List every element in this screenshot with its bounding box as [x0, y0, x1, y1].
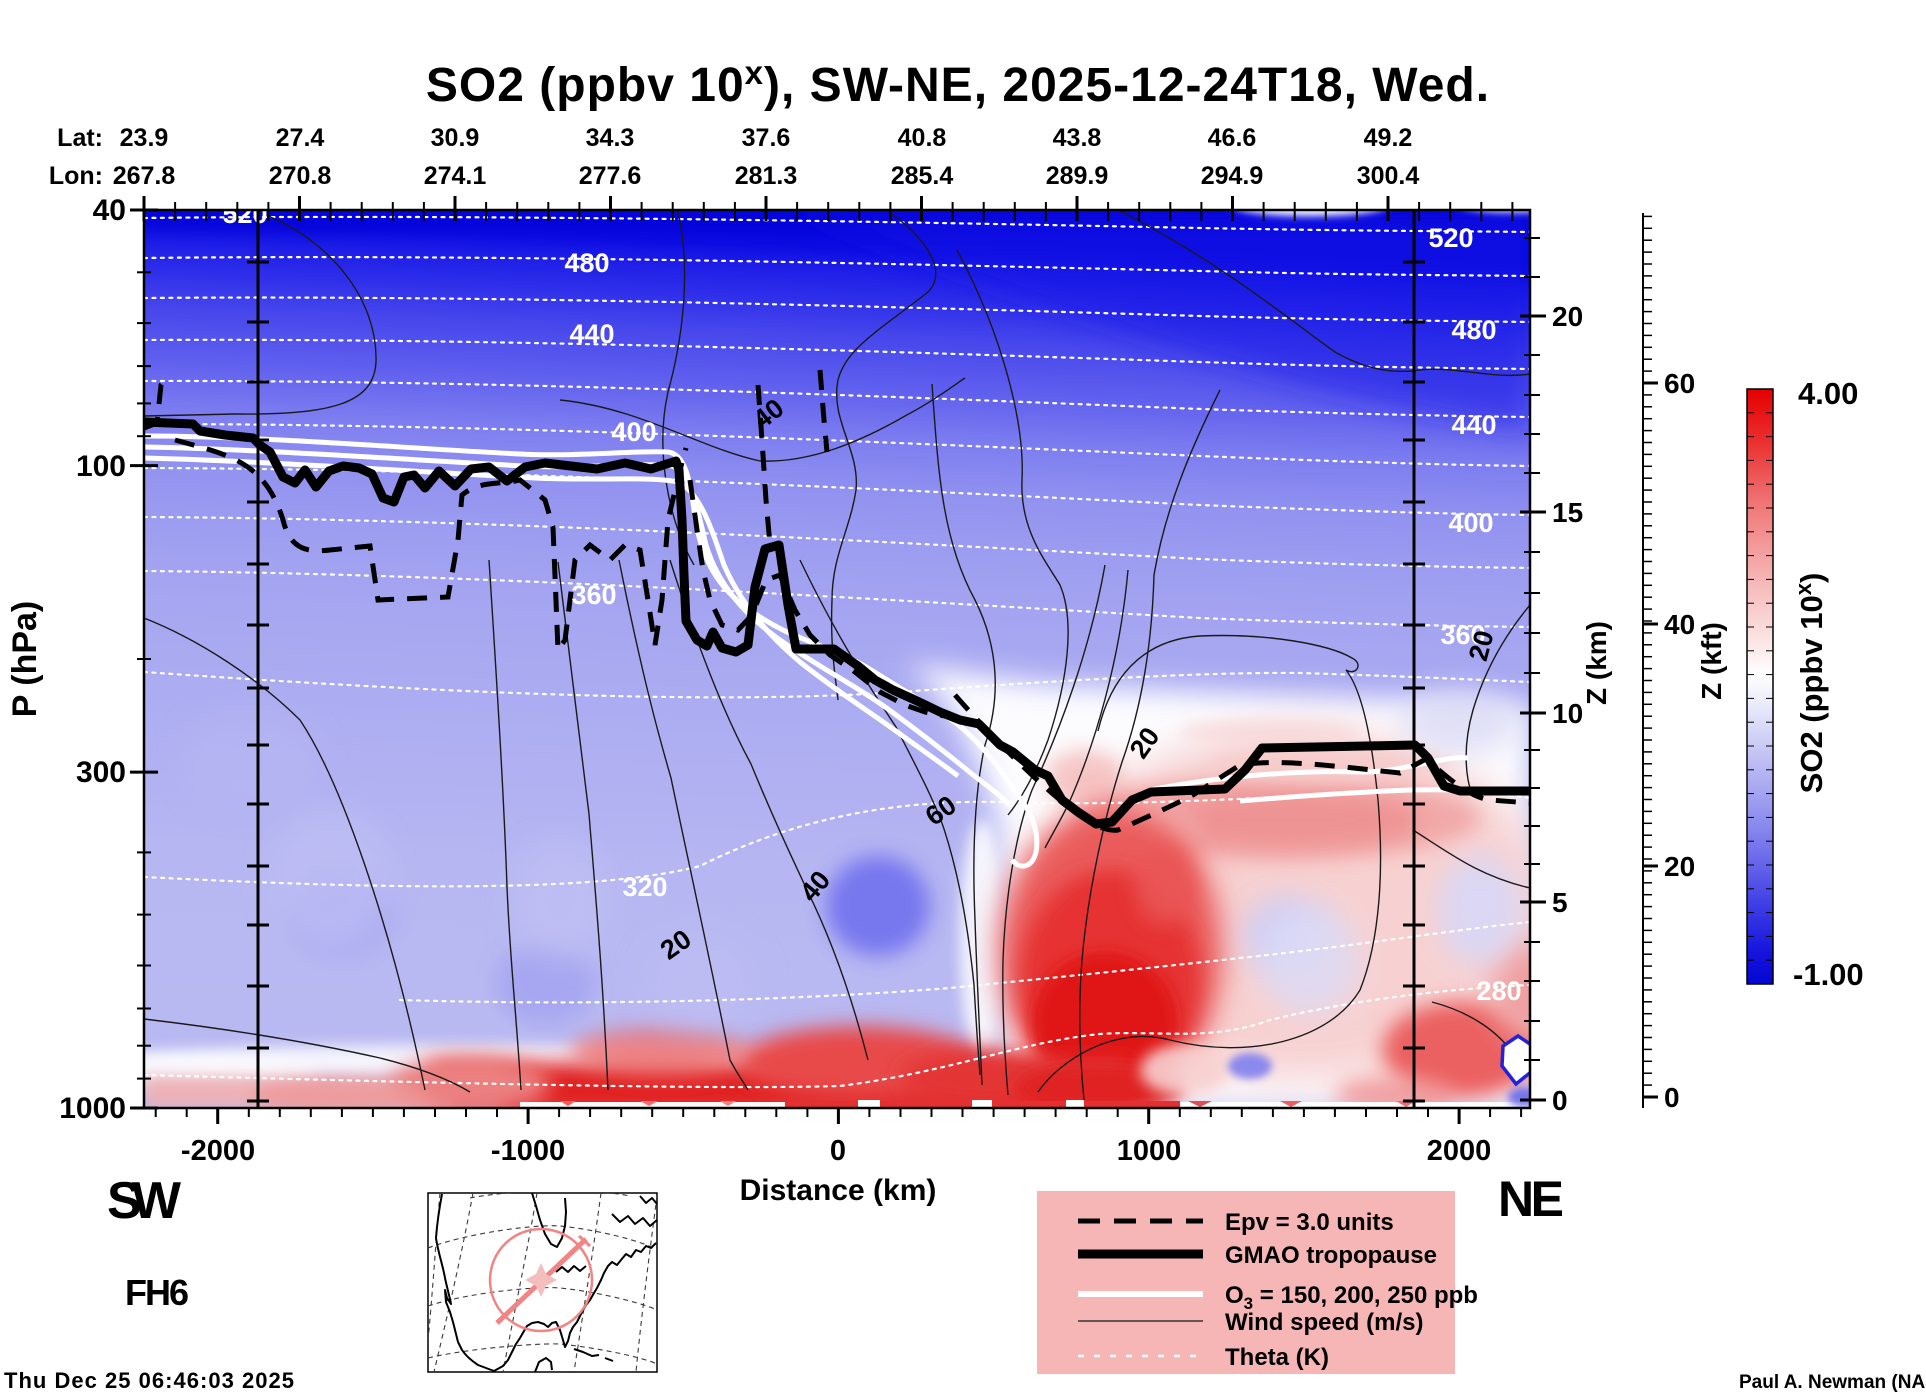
svg-text:267.8: 267.8	[113, 162, 176, 190]
svg-text:0: 0	[830, 1135, 846, 1167]
svg-text:-2000: -2000	[181, 1135, 255, 1167]
svg-text:10: 10	[1552, 698, 1583, 729]
svg-text:40: 40	[93, 194, 126, 227]
svg-text:440: 440	[569, 319, 614, 349]
svg-text:23.9: 23.9	[120, 124, 169, 152]
svg-text:Z (kft): Z (kft)	[1696, 622, 1727, 700]
svg-text:-1000: -1000	[491, 1135, 565, 1167]
svg-text:289.9: 289.9	[1046, 162, 1109, 190]
svg-text:520: 520	[1428, 223, 1473, 253]
svg-text:400: 400	[1448, 508, 1493, 538]
svg-text:30.9: 30.9	[431, 124, 480, 152]
svg-text:360: 360	[571, 580, 616, 610]
svg-text:400: 400	[611, 417, 656, 447]
svg-text:SO2 (ppbv 10x), SW-NE, 2025-12: SO2 (ppbv 10x), SW-NE, 2025-12-24T18, We…	[426, 54, 1490, 112]
svg-text:274.1: 274.1	[424, 162, 487, 190]
svg-text:SO2 (ppbv 10x): SO2 (ppbv 10x)	[1791, 573, 1829, 794]
svg-text:285.4: 285.4	[891, 162, 954, 190]
svg-text:320: 320	[622, 872, 667, 902]
svg-text:Lat:: Lat:	[57, 124, 103, 152]
svg-text:300.4: 300.4	[1357, 162, 1420, 190]
svg-text:1000: 1000	[1117, 1135, 1182, 1167]
svg-text:P (hPa): P (hPa)	[6, 601, 44, 718]
svg-text:Z (km): Z (km)	[1581, 621, 1612, 705]
svg-text:43.8: 43.8	[1053, 124, 1102, 152]
svg-text:27.4: 27.4	[276, 124, 325, 152]
svg-text:0: 0	[1552, 1085, 1568, 1116]
svg-text:49.2: 49.2	[1364, 124, 1413, 152]
svg-text:Theta (K): Theta (K)	[1225, 1344, 1329, 1371]
svg-text:SW: SW	[107, 1172, 182, 1230]
svg-text:2000: 2000	[1427, 1135, 1492, 1167]
svg-text:40.8: 40.8	[898, 124, 947, 152]
svg-text:300: 300	[76, 756, 126, 789]
svg-text:34.3: 34.3	[586, 124, 635, 152]
svg-text:5: 5	[1552, 887, 1568, 918]
svg-text:40: 40	[1664, 609, 1695, 640]
svg-text:15: 15	[1552, 497, 1583, 528]
svg-text:281.3: 281.3	[735, 162, 798, 190]
svg-text:480: 480	[1451, 315, 1496, 345]
svg-text:0: 0	[1664, 1082, 1680, 1113]
svg-text:270.8: 270.8	[269, 162, 332, 190]
svg-text:440: 440	[1451, 410, 1496, 440]
svg-text:46.6: 46.6	[1208, 124, 1257, 152]
svg-text:NE: NE	[1498, 1171, 1564, 1227]
svg-text:Distance (km): Distance (km)	[740, 1174, 937, 1207]
svg-text:Epv = 3.0 units: Epv = 3.0 units	[1225, 1209, 1394, 1236]
svg-text:Lon:: Lon:	[49, 162, 103, 190]
svg-text:4.00: 4.00	[1798, 376, 1858, 411]
svg-text:360: 360	[1440, 620, 1485, 650]
svg-text:294.9: 294.9	[1201, 162, 1264, 190]
svg-text:277.6: 277.6	[579, 162, 642, 190]
svg-text:-1.00: -1.00	[1793, 957, 1864, 992]
svg-text:1000: 1000	[59, 1092, 126, 1125]
svg-text:20: 20	[1664, 851, 1695, 882]
svg-text:37.6: 37.6	[742, 124, 791, 152]
svg-text:280: 280	[1476, 976, 1521, 1006]
svg-text:FH6: FH6	[125, 1272, 189, 1313]
svg-text:GMAO tropopause: GMAO tropopause	[1225, 1242, 1437, 1269]
svg-text:480: 480	[564, 248, 609, 278]
svg-text:O3 = 150, 200, 250 ppb: O3 = 150, 200, 250 ppb	[1225, 1282, 1478, 1313]
svg-text:20: 20	[1552, 301, 1583, 332]
svg-text:Paul A. Newman (NASA: Paul A. Newman (NASA	[1739, 1372, 1926, 1393]
svg-text:Wind speed (m/s): Wind speed (m/s)	[1225, 1309, 1423, 1336]
svg-text:60: 60	[1664, 368, 1695, 399]
svg-text:Thu Dec 25 06:46:03 2025: Thu Dec 25 06:46:03 2025	[4, 1368, 294, 1393]
svg-text:100: 100	[76, 450, 126, 483]
svg-text:520: 520	[222, 199, 267, 229]
